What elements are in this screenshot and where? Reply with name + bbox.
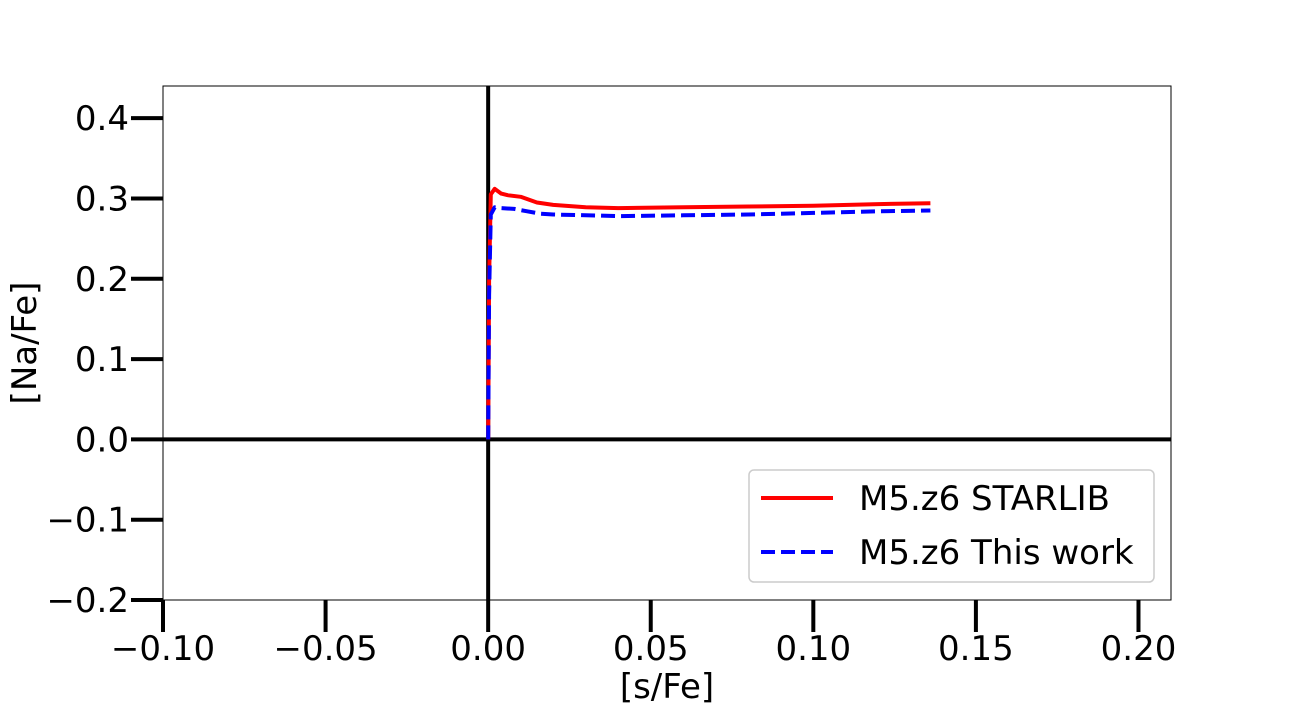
y-tick-label: 0.3 <box>75 179 129 219</box>
legend-label-0: M5.z6 STARLIB <box>859 479 1110 519</box>
series-line-1 <box>486 205 931 440</box>
y-tick-label: −0.1 <box>46 501 129 541</box>
y-axis-title: [Na/Fe] <box>5 282 45 405</box>
axes: −0.10 −0.05 0.00 0.05 0.10 0.15 0.20 −0.2 −0.1 0.… <box>46 99 1176 669</box>
legend: M5.z6 STARLIB M5.z6 This work <box>748 469 1155 583</box>
x-axis-title: [s/Fe] <box>620 667 714 707</box>
legend-box <box>748 469 1155 583</box>
plot-border <box>162 85 1172 601</box>
x-tick-label: 0.10 <box>775 629 851 669</box>
y-tick-label: −0.2 <box>46 581 129 621</box>
legend-label-1: M5.z6 This work <box>859 533 1134 573</box>
y-tick-label: 0.4 <box>75 99 129 139</box>
x-tick-label: 0.15 <box>938 629 1014 669</box>
series-layer <box>163 86 1171 600</box>
x-tick-label: −0.05 <box>273 629 377 669</box>
x-tick-label: −0.10 <box>111 629 215 669</box>
x-tick-label: 0.20 <box>1101 629 1177 669</box>
plot-frame <box>162 85 1172 601</box>
x-tick-label: 0.00 <box>450 629 526 669</box>
x-tick-label: 0.05 <box>613 629 689 669</box>
y-tick-label: 0.2 <box>75 260 129 300</box>
y-tick-label: 0.0 <box>75 420 129 460</box>
series-line-0 <box>486 186 931 440</box>
y-tick-label: 0.1 <box>75 340 129 380</box>
